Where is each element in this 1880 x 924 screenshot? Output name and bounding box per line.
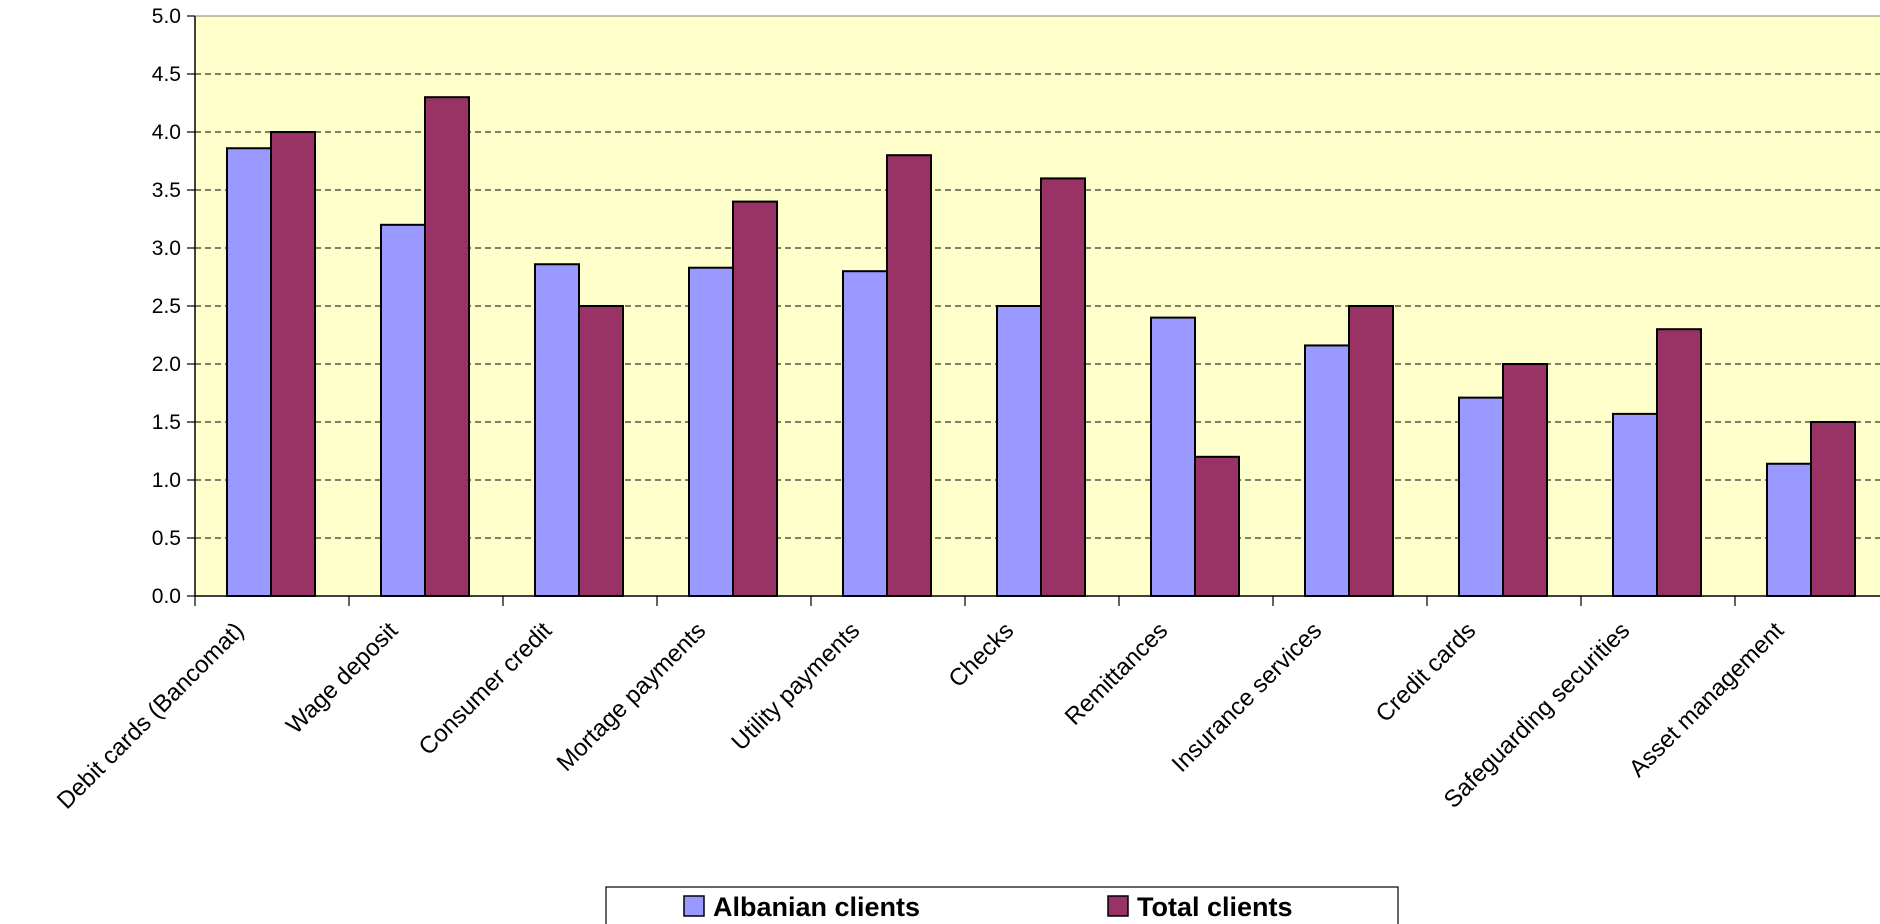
bar-total-1 (424, 96, 470, 597)
y-tick-label: 1.5 (152, 411, 181, 434)
legend-box (605, 886, 1399, 924)
bar-albanian-3 (688, 266, 734, 597)
bar-albanian-5 (996, 305, 1042, 597)
bar-total-5 (1040, 177, 1086, 597)
y-tick-label: 4.5 (152, 63, 181, 86)
legend-swatch-albanian (683, 895, 705, 917)
y-tick-label: 5.0 (152, 5, 181, 28)
bar-total-9 (1656, 328, 1702, 597)
bar-total-3 (732, 200, 778, 597)
bar-albanian-4 (842, 270, 888, 597)
bar-albanian-1 (380, 223, 426, 598)
bar-albanian-8 (1458, 396, 1504, 598)
x-category-label: Consumer credit (414, 617, 558, 761)
legend-label-total: Total clients (1137, 892, 1293, 922)
y-tick-label: 2.5 (152, 295, 181, 318)
y-tick-label: 4.0 (152, 121, 181, 144)
y-tick-label: 3.0 (152, 237, 181, 260)
x-category-label: Credit cards (1371, 617, 1482, 728)
bar-total-10 (1810, 421, 1856, 597)
legend-label-albanian: Albanian clients (713, 892, 920, 922)
bar-albanian-6 (1150, 316, 1196, 597)
x-category-label: Checks (944, 617, 1020, 693)
y-tick-label: 1.0 (152, 469, 181, 492)
x-category-label: Wage deposit (281, 617, 403, 739)
bar-total-2 (578, 305, 624, 597)
bar-total-0 (270, 131, 316, 597)
y-tick-label: 0.5 (152, 527, 181, 550)
bar-albanian-7 (1304, 344, 1350, 597)
x-category-label: Debit cards (Bancomat) (52, 617, 249, 814)
bar-total-4 (886, 154, 932, 597)
bar-albanian-2 (534, 263, 580, 597)
bar-albanian-10 (1766, 462, 1812, 598)
x-category-label: Insurance services (1167, 617, 1328, 778)
legend: Albanian clients Total clients (605, 886, 1399, 924)
x-category-label: Remittances (1060, 617, 1173, 730)
bar-albanian-9 (1612, 412, 1658, 597)
y-tick-label: 0.0 (152, 585, 181, 608)
legend-swatch-total (1107, 895, 1129, 917)
y-tick-label: 2.0 (152, 353, 181, 376)
x-category-label: Asset management (1624, 617, 1790, 783)
x-category-label: Mortage payments (552, 617, 712, 777)
bar-albanian-0 (226, 147, 272, 598)
bar-total-7 (1348, 305, 1394, 597)
x-category-label: Utility payments (726, 617, 865, 756)
y-tick-label: 3.5 (152, 179, 181, 202)
bar-total-6 (1194, 455, 1240, 597)
bar-total-8 (1502, 363, 1548, 597)
